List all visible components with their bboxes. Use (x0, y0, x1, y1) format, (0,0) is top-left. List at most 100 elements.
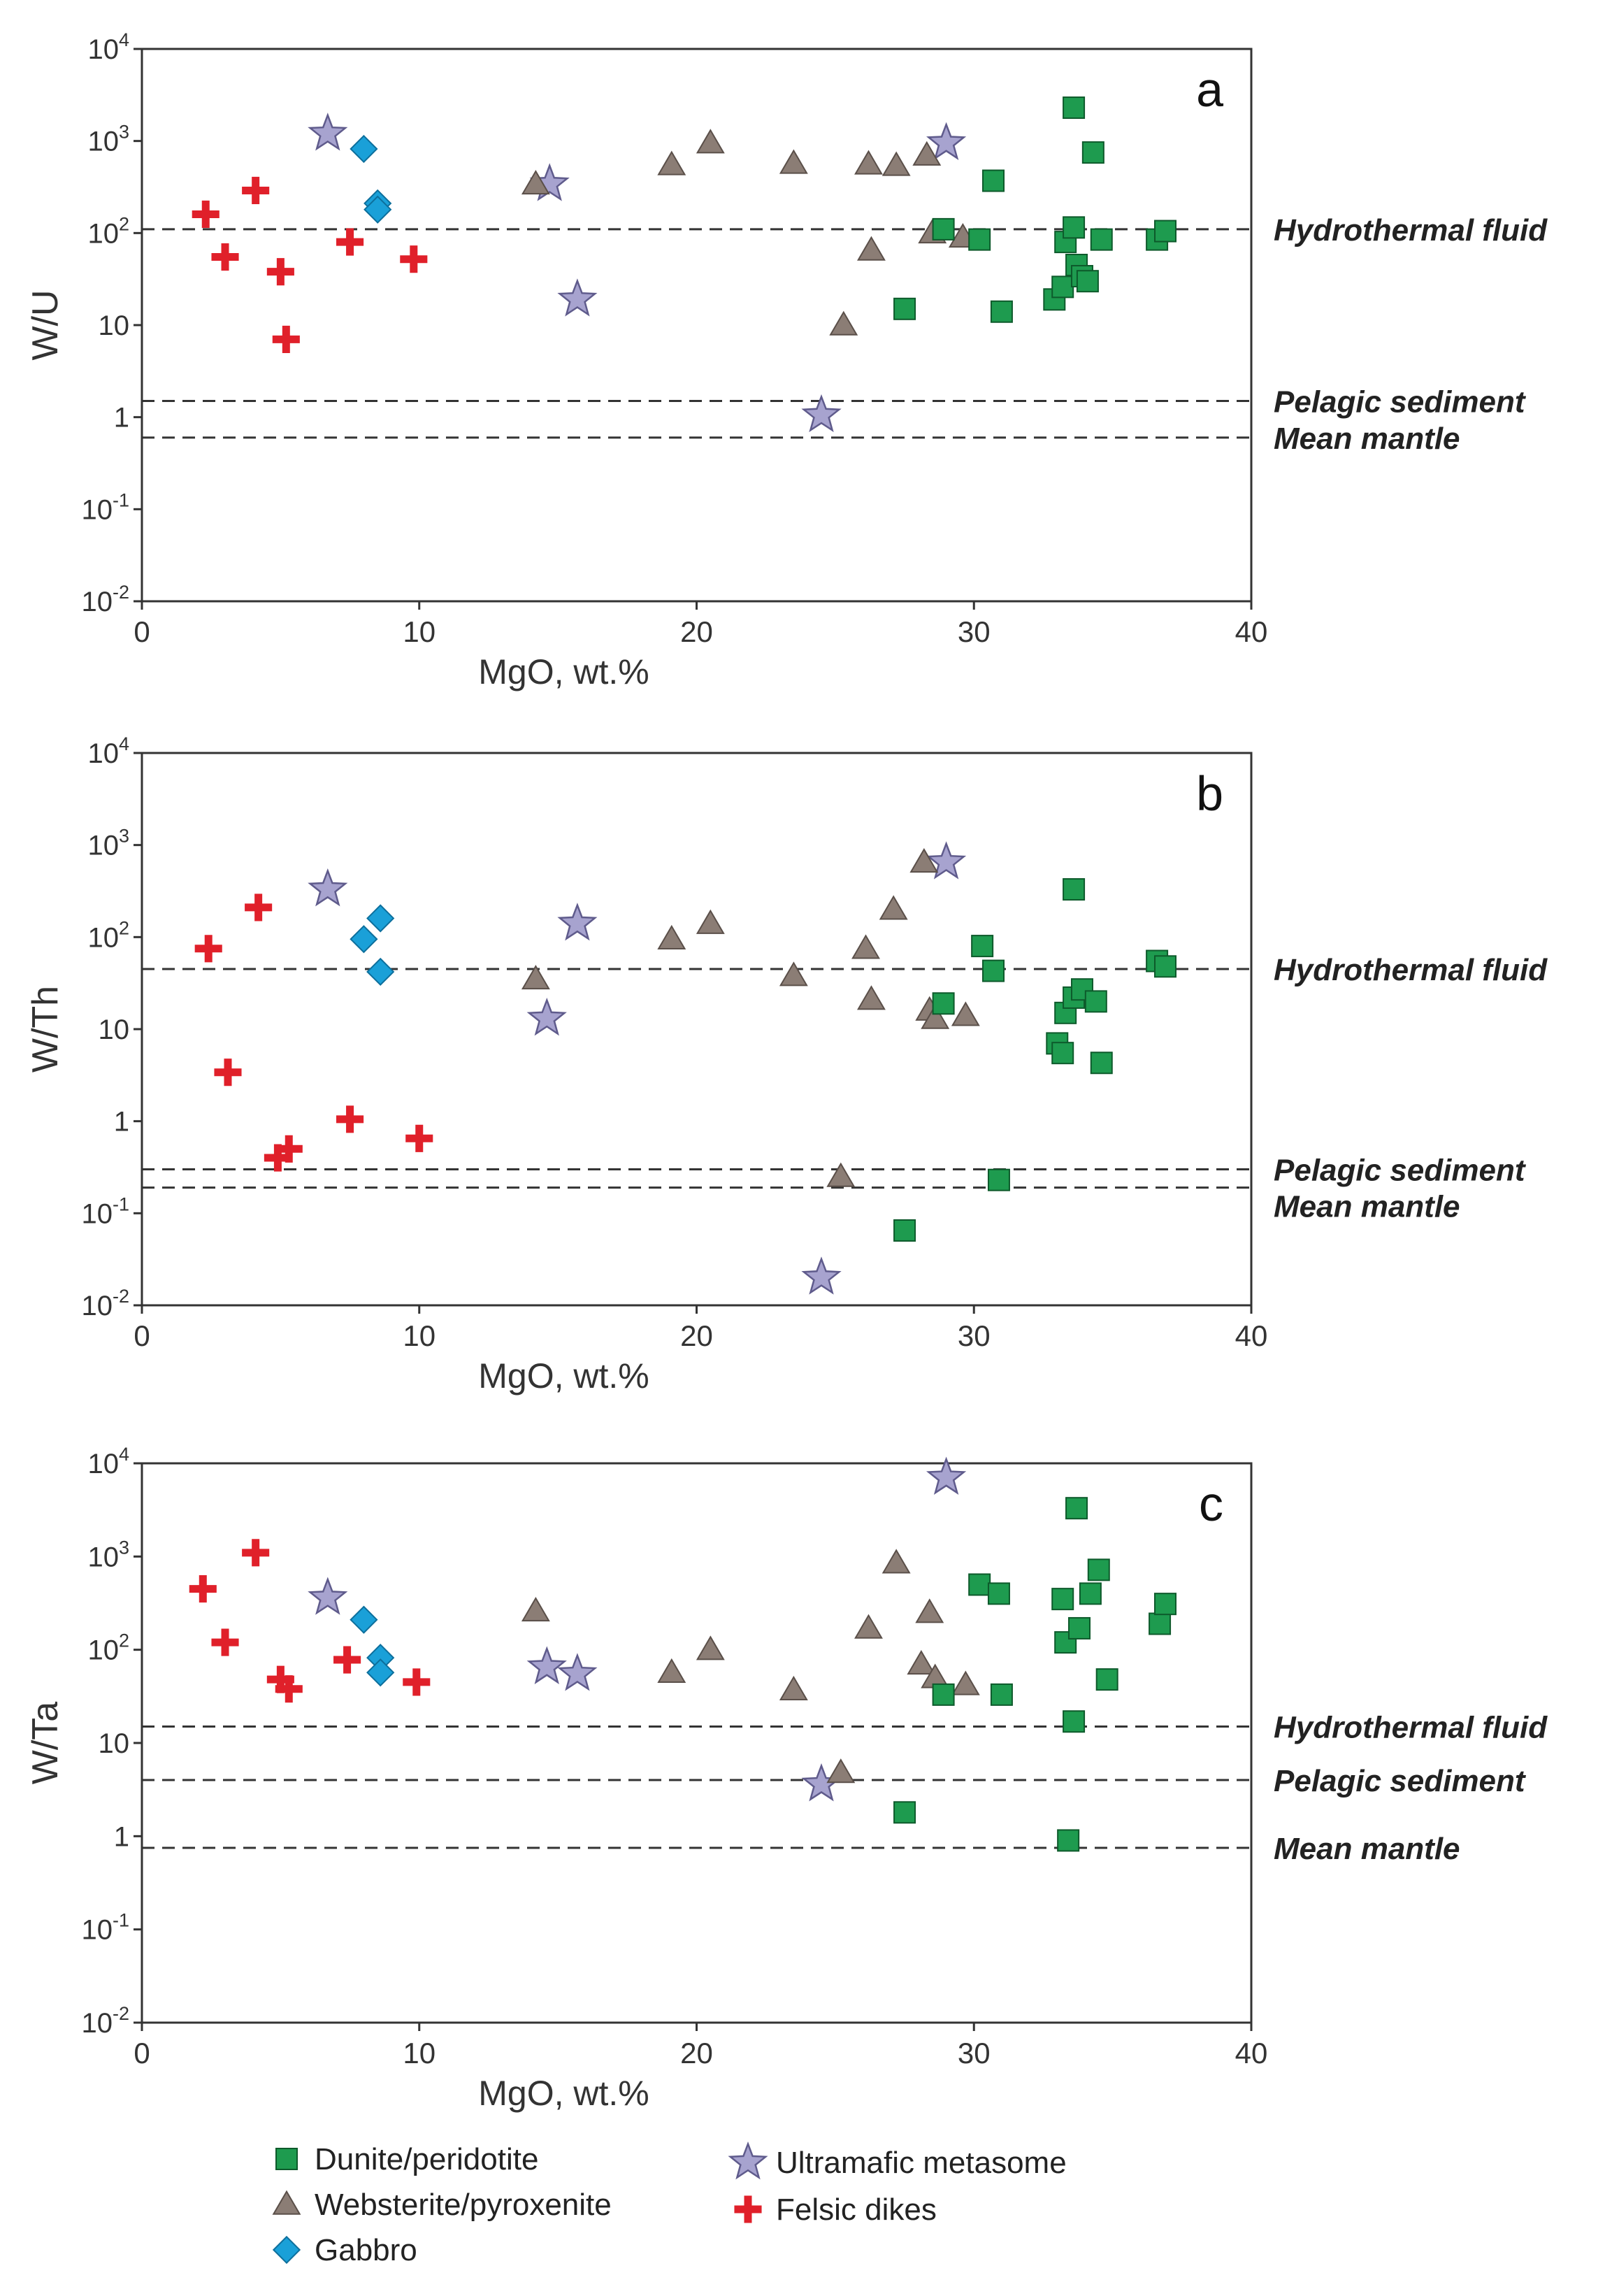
legend-item-metasome: Ultramafic metasome (728, 2141, 1067, 2180)
legend-label: Websterite/pyroxenite (315, 2188, 612, 2222)
y-tick-label: 10-1 (81, 1193, 129, 1229)
x-tick-label: 30 (958, 615, 991, 648)
data-point-websterite (696, 1635, 725, 1660)
data-point-websterite (912, 141, 942, 166)
data-point-dunite (1154, 1593, 1177, 1616)
reference-line-label: Pelagic sediment (1274, 1764, 1527, 1798)
y-tick-label: 10-1 (81, 1910, 129, 1946)
data-point-websterite (907, 1649, 936, 1675)
plot-frame (141, 1462, 1253, 2024)
data-point-felsic (403, 1668, 431, 1696)
data-point-felsic (192, 200, 220, 229)
legend-item-gabbro: Gabbro (272, 2233, 417, 2267)
series-gabbro (350, 1605, 395, 1687)
data-point-websterite (521, 170, 550, 195)
reference-line-label: Pelagic sediment (1274, 1154, 1527, 1188)
data-point-dunite (1063, 216, 1086, 239)
data-point-dunite (1154, 220, 1177, 243)
data-point-metasome (926, 841, 967, 880)
legend-item-websterite: Websterite/pyroxenite (272, 2188, 612, 2222)
data-point-gabbro (350, 1605, 378, 1634)
data-point-dunite (982, 169, 1005, 192)
legend-label: Gabbro (315, 2233, 417, 2267)
x-tick-label: 20 (680, 615, 713, 648)
y-tick-label: 102 (87, 917, 129, 953)
x-tick-label: 0 (134, 1319, 150, 1352)
data-point-dunite (893, 1219, 916, 1242)
data-point-dunite (932, 992, 955, 1015)
data-point-dunite (1063, 1710, 1086, 1733)
y-tick-label: 10 (99, 1728, 130, 1759)
data-point-metasome (557, 903, 598, 941)
x-axis-label: MgO, wt.% (478, 2074, 649, 2113)
data-point-felsic (272, 325, 300, 353)
x-tick-label: 30 (958, 2037, 991, 2069)
series-dunite (893, 96, 1177, 323)
y-tick-label: 1 (114, 1107, 129, 1138)
data-point-websterite (826, 1758, 856, 1784)
x-tick-label: 0 (134, 615, 150, 648)
data-point-metasome (557, 1653, 598, 1691)
legend-marker-felsic (734, 2195, 762, 2223)
y-axis-label: W/U (25, 289, 66, 360)
series-websterite (521, 847, 980, 1187)
y-tick-label: 1 (114, 1821, 129, 1852)
data-point-websterite (881, 1549, 911, 1574)
data-point-felsic (242, 1539, 270, 1567)
series-gabbro (350, 904, 395, 986)
data-point-websterite (951, 1670, 980, 1695)
data-point-felsic (333, 1646, 361, 1674)
series-metasome (308, 841, 967, 1295)
data-point-dunite (1051, 1588, 1074, 1611)
series-websterite (521, 1549, 980, 1784)
data-point-websterite (829, 310, 858, 336)
legend-marker-metasome (728, 2141, 768, 2180)
data-point-websterite (879, 895, 908, 920)
data-point-metasome (926, 122, 967, 160)
data-point-dunite (1149, 1612, 1172, 1635)
data-point-dunite (932, 1683, 955, 1706)
data-point-felsic (275, 1675, 303, 1703)
legend-item-felsic: Felsic dikes (734, 2193, 937, 2227)
legend-label: Dunite/peridotite (315, 2142, 538, 2176)
data-point-felsic (211, 1628, 239, 1656)
x-axis-label: MgO, wt.% (478, 652, 649, 691)
data-point-websterite (921, 1004, 950, 1029)
data-point-metasome (801, 1256, 842, 1295)
legend-label: Felsic dikes (776, 2193, 937, 2227)
data-point-metasome (926, 1456, 967, 1495)
data-point-metasome (308, 1577, 348, 1615)
data-point-felsic (405, 1124, 433, 1152)
x-tick-label: 10 (403, 615, 436, 648)
data-point-websterite (779, 149, 808, 174)
data-point-dunite (990, 1683, 1013, 1706)
reference-line-label: Mean mantle (1274, 1190, 1460, 1224)
legend-item-dunite: Dunite/peridotite (275, 2142, 538, 2176)
data-point-websterite (657, 1658, 686, 1683)
series-dunite (893, 1497, 1177, 1852)
data-point-felsic (400, 245, 428, 273)
y-tick-label: 103 (87, 122, 129, 157)
data-point-dunite (1063, 96, 1086, 120)
data-point-dunite (893, 297, 916, 320)
x-tick-label: 30 (958, 1319, 991, 1352)
y-tick-label: 102 (87, 1630, 129, 1666)
data-point-websterite (851, 934, 880, 959)
panel-a: 10-2 10-1 1 10 102 103 104 0 10 20 30 40 MgO, wt.% W/… (25, 29, 1548, 691)
data-point-websterite (521, 965, 550, 990)
legend-marker-gabbro (272, 2235, 301, 2265)
data-point-dunite (982, 959, 1005, 982)
y-tick-label: 10-1 (81, 489, 129, 525)
data-point-metasome (557, 278, 598, 317)
panel-letter: c (1199, 1477, 1223, 1531)
data-point-gabbro (366, 957, 395, 986)
data-point-dunite (1079, 1582, 1102, 1605)
series-felsic (192, 176, 428, 353)
data-point-dunite (987, 1168, 1010, 1191)
panel-b: 10-2 10-1 1 10 102 103 104 0 10 20 30 40 MgO, wt.% W/… (25, 733, 1548, 1395)
x-axis-label: MgO, wt.% (478, 1356, 649, 1395)
data-point-websterite (951, 1001, 980, 1026)
y-tick-label: 103 (87, 826, 129, 861)
reference-line-label: Hydrothermal fluid (1274, 213, 1548, 247)
